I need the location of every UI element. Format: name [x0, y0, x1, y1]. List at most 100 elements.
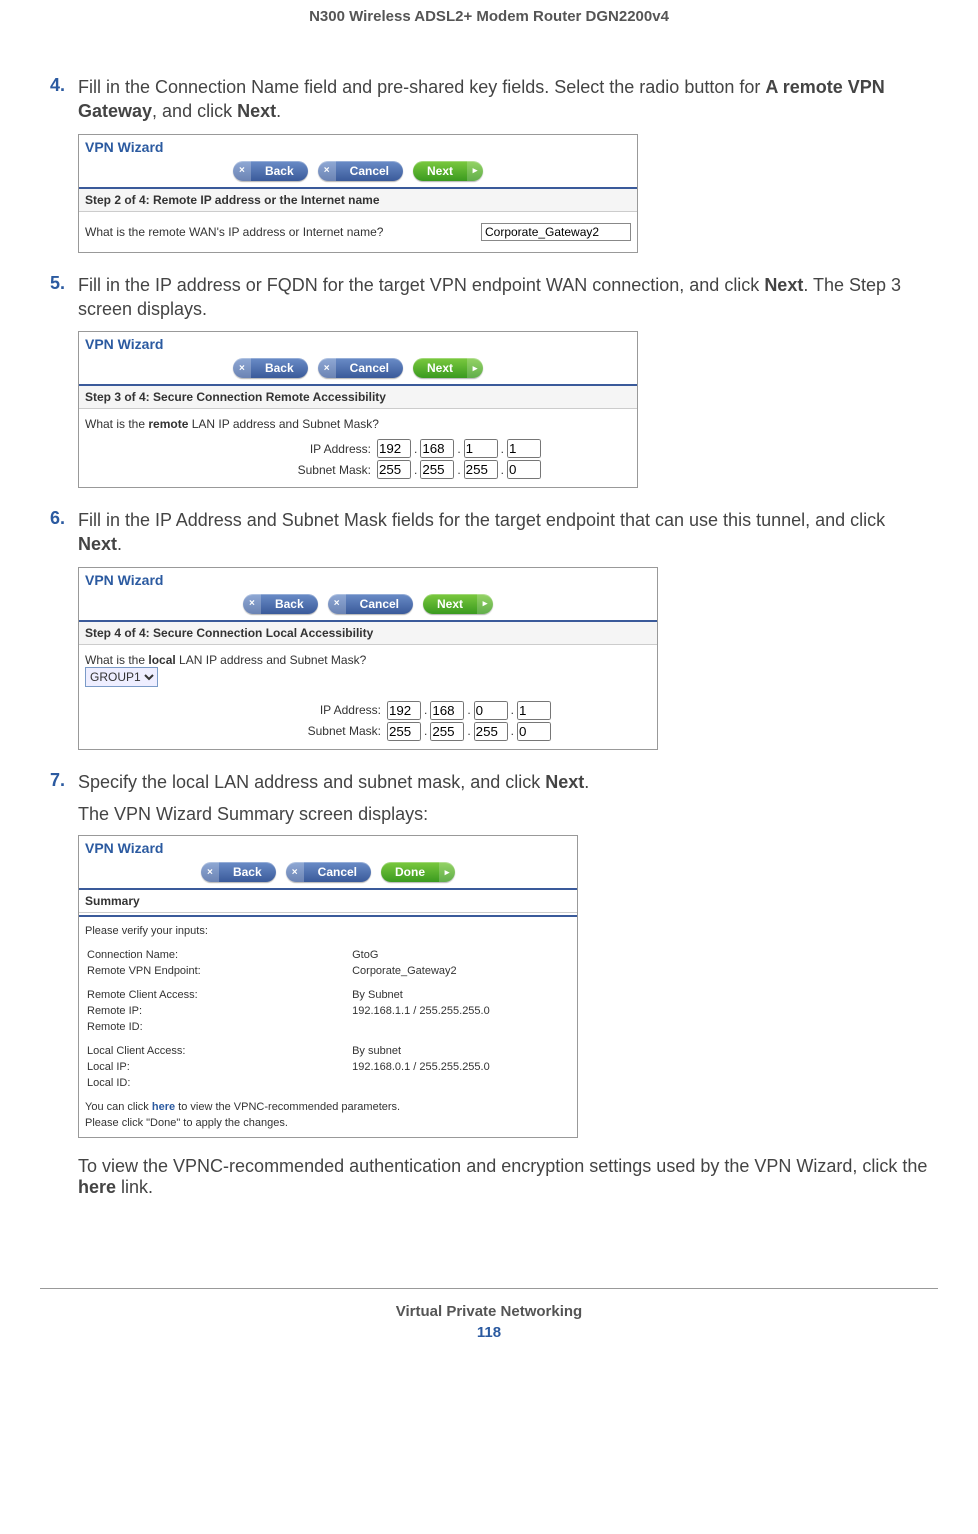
- q-pre: What is the: [85, 653, 148, 667]
- back-button[interactable]: ×Back: [233, 161, 308, 181]
- close-icon: ×: [328, 594, 346, 614]
- arrow-right-icon: ▸: [477, 594, 493, 614]
- wizard-question: What is the local LAN IP address and Sub…: [85, 653, 651, 667]
- mask-octet-2[interactable]: [430, 722, 464, 741]
- back-button[interactable]: ×Back: [243, 594, 318, 614]
- step-5-number: 5.: [50, 273, 78, 294]
- summary-subtitle: Summary: [79, 888, 577, 913]
- subnet-mask-label: Subnet Mask:: [308, 724, 381, 738]
- arrow-right-icon: ▸: [439, 862, 455, 882]
- arrow-right-icon: ▸: [467, 358, 483, 378]
- summary-value: GtoG: [352, 949, 569, 961]
- summary-value: By subnet: [352, 1045, 569, 1057]
- wizard-title: VPN Wizard: [79, 332, 637, 354]
- next-button[interactable]: Next▸: [413, 161, 483, 181]
- subnet-mask-label: Subnet Mask:: [298, 463, 371, 477]
- summary-key: Local Client Access:: [87, 1045, 352, 1057]
- summary-key: Local ID:: [87, 1077, 352, 1089]
- wizard-step3-screenshot: VPN Wizard ×Back ×Cancel Next▸ Step 3 of…: [78, 331, 638, 488]
- step-5: 5. Fill in the IP address or FQDN for th…: [50, 273, 928, 489]
- closing-pre: To view the VPNC-recommended authenticat…: [78, 1156, 927, 1176]
- remote-wan-input[interactable]: [481, 223, 631, 241]
- step-7-text-post: .: [584, 772, 589, 792]
- next-label: Next: [413, 361, 467, 375]
- step-6-bold: Next: [78, 534, 117, 554]
- step-4-bold-2: Next: [237, 101, 276, 121]
- close-icon: ×: [233, 161, 251, 181]
- close-icon: ×: [201, 862, 219, 882]
- mask-octet-3[interactable]: [474, 722, 508, 741]
- close-icon: ×: [243, 594, 261, 614]
- summary-row: Remote Client Access:By Subnet: [79, 987, 577, 1003]
- note-post: to view the VPNC-recommended parameters.: [175, 1101, 400, 1113]
- summary-note-1: You can click here to view the VPNC-reco…: [79, 1099, 577, 1115]
- summary-row: Remote VPN Endpoint:Corporate_Gateway2: [79, 963, 577, 979]
- wizard-subtitle: Step 2 of 4: Remote IP address or the In…: [79, 187, 637, 212]
- mask-octet-4[interactable]: [507, 460, 541, 479]
- cancel-label: Cancel: [304, 865, 371, 879]
- page-header-title: N300 Wireless ADSL2+ Modem Router DGN220…: [0, 0, 978, 75]
- ip-octet-4[interactable]: [517, 701, 551, 720]
- ip-octet-1[interactable]: [387, 701, 421, 720]
- wizard-summary-screenshot: VPN Wizard ×Back ×Cancel Done▸ Summary P…: [78, 835, 578, 1138]
- step-4-text: Fill in the Connection Name field and pr…: [78, 75, 928, 124]
- arrow-right-icon: ▸: [467, 161, 483, 181]
- summary-row: Remote IP:192.168.1.1 / 255.255.255.0: [79, 1003, 577, 1019]
- cancel-button[interactable]: ×Cancel: [286, 862, 371, 882]
- step-6-text: Fill in the IP Address and Subnet Mask f…: [78, 508, 928, 557]
- step-4: 4. Fill in the Connection Name field and…: [50, 75, 928, 253]
- summary-key: Remote Client Access:: [87, 989, 352, 1001]
- step-7: 7. Specify the local LAN address and sub…: [50, 770, 928, 1198]
- mask-octet-1[interactable]: [387, 722, 421, 741]
- ip-octet-3[interactable]: [474, 701, 508, 720]
- done-button[interactable]: Done▸: [381, 862, 455, 882]
- mask-octet-4[interactable]: [517, 722, 551, 741]
- step-7-subtext: The VPN Wizard Summary screen displays:: [78, 804, 928, 825]
- summary-value: [352, 1077, 569, 1089]
- summary-value: 192.168.1.1 / 255.255.255.0: [352, 1005, 569, 1017]
- ip-octet-2[interactable]: [420, 439, 454, 458]
- summary-key: Local IP:: [87, 1061, 352, 1073]
- back-button[interactable]: ×Back: [201, 862, 276, 882]
- summary-row: Connection Name:GtoG: [79, 947, 577, 963]
- back-label: Back: [251, 164, 308, 178]
- summary-row: Local ID:: [79, 1075, 577, 1091]
- summary-note-2: Please click "Done" to apply the changes…: [79, 1115, 577, 1137]
- cancel-button[interactable]: ×Cancel: [328, 594, 413, 614]
- wizard-title: VPN Wizard: [79, 836, 577, 858]
- summary-key: Remote VPN Endpoint:: [87, 965, 352, 977]
- group-select[interactable]: GROUP1: [85, 667, 158, 687]
- back-label: Back: [261, 597, 318, 611]
- ip-address-label: IP Address:: [310, 442, 371, 456]
- step-5-bold: Next: [764, 275, 803, 295]
- wizard-question: What is the remote LAN IP address and Su…: [85, 417, 631, 431]
- next-label: Next: [423, 597, 477, 611]
- summary-key: Remote IP:: [87, 1005, 352, 1017]
- close-icon: ×: [318, 358, 336, 378]
- ip-octet-4[interactable]: [507, 439, 541, 458]
- next-button[interactable]: Next▸: [413, 358, 483, 378]
- summary-intro: Please verify your inputs:: [79, 923, 577, 939]
- summary-row: Local IP:192.168.0.1 / 255.255.255.0: [79, 1059, 577, 1075]
- ip-octet-3[interactable]: [464, 439, 498, 458]
- mask-octet-2[interactable]: [420, 460, 454, 479]
- mask-octet-1[interactable]: [377, 460, 411, 479]
- back-button[interactable]: ×Back: [233, 358, 308, 378]
- mask-octet-3[interactable]: [464, 460, 498, 479]
- footer-section: Virtual Private Networking: [40, 1303, 938, 1320]
- summary-value: [352, 1021, 569, 1033]
- step-4-text-mid: , and click: [152, 101, 237, 121]
- wizard-step2-screenshot: VPN Wizard ×Back ×Cancel Next▸ Step 2 of…: [78, 134, 638, 253]
- ip-octet-1[interactable]: [377, 439, 411, 458]
- cancel-button[interactable]: ×Cancel: [318, 161, 403, 181]
- cancel-button[interactable]: ×Cancel: [318, 358, 403, 378]
- next-button[interactable]: Next▸: [423, 594, 493, 614]
- back-label: Back: [251, 361, 308, 375]
- ip-octet-2[interactable]: [430, 701, 464, 720]
- ip-address-label: IP Address:: [320, 703, 381, 717]
- close-icon: ×: [318, 161, 336, 181]
- summary-value: By Subnet: [352, 989, 569, 1001]
- closing-post: link.: [116, 1177, 153, 1197]
- done-label: Done: [381, 865, 439, 879]
- here-link[interactable]: here: [152, 1101, 175, 1113]
